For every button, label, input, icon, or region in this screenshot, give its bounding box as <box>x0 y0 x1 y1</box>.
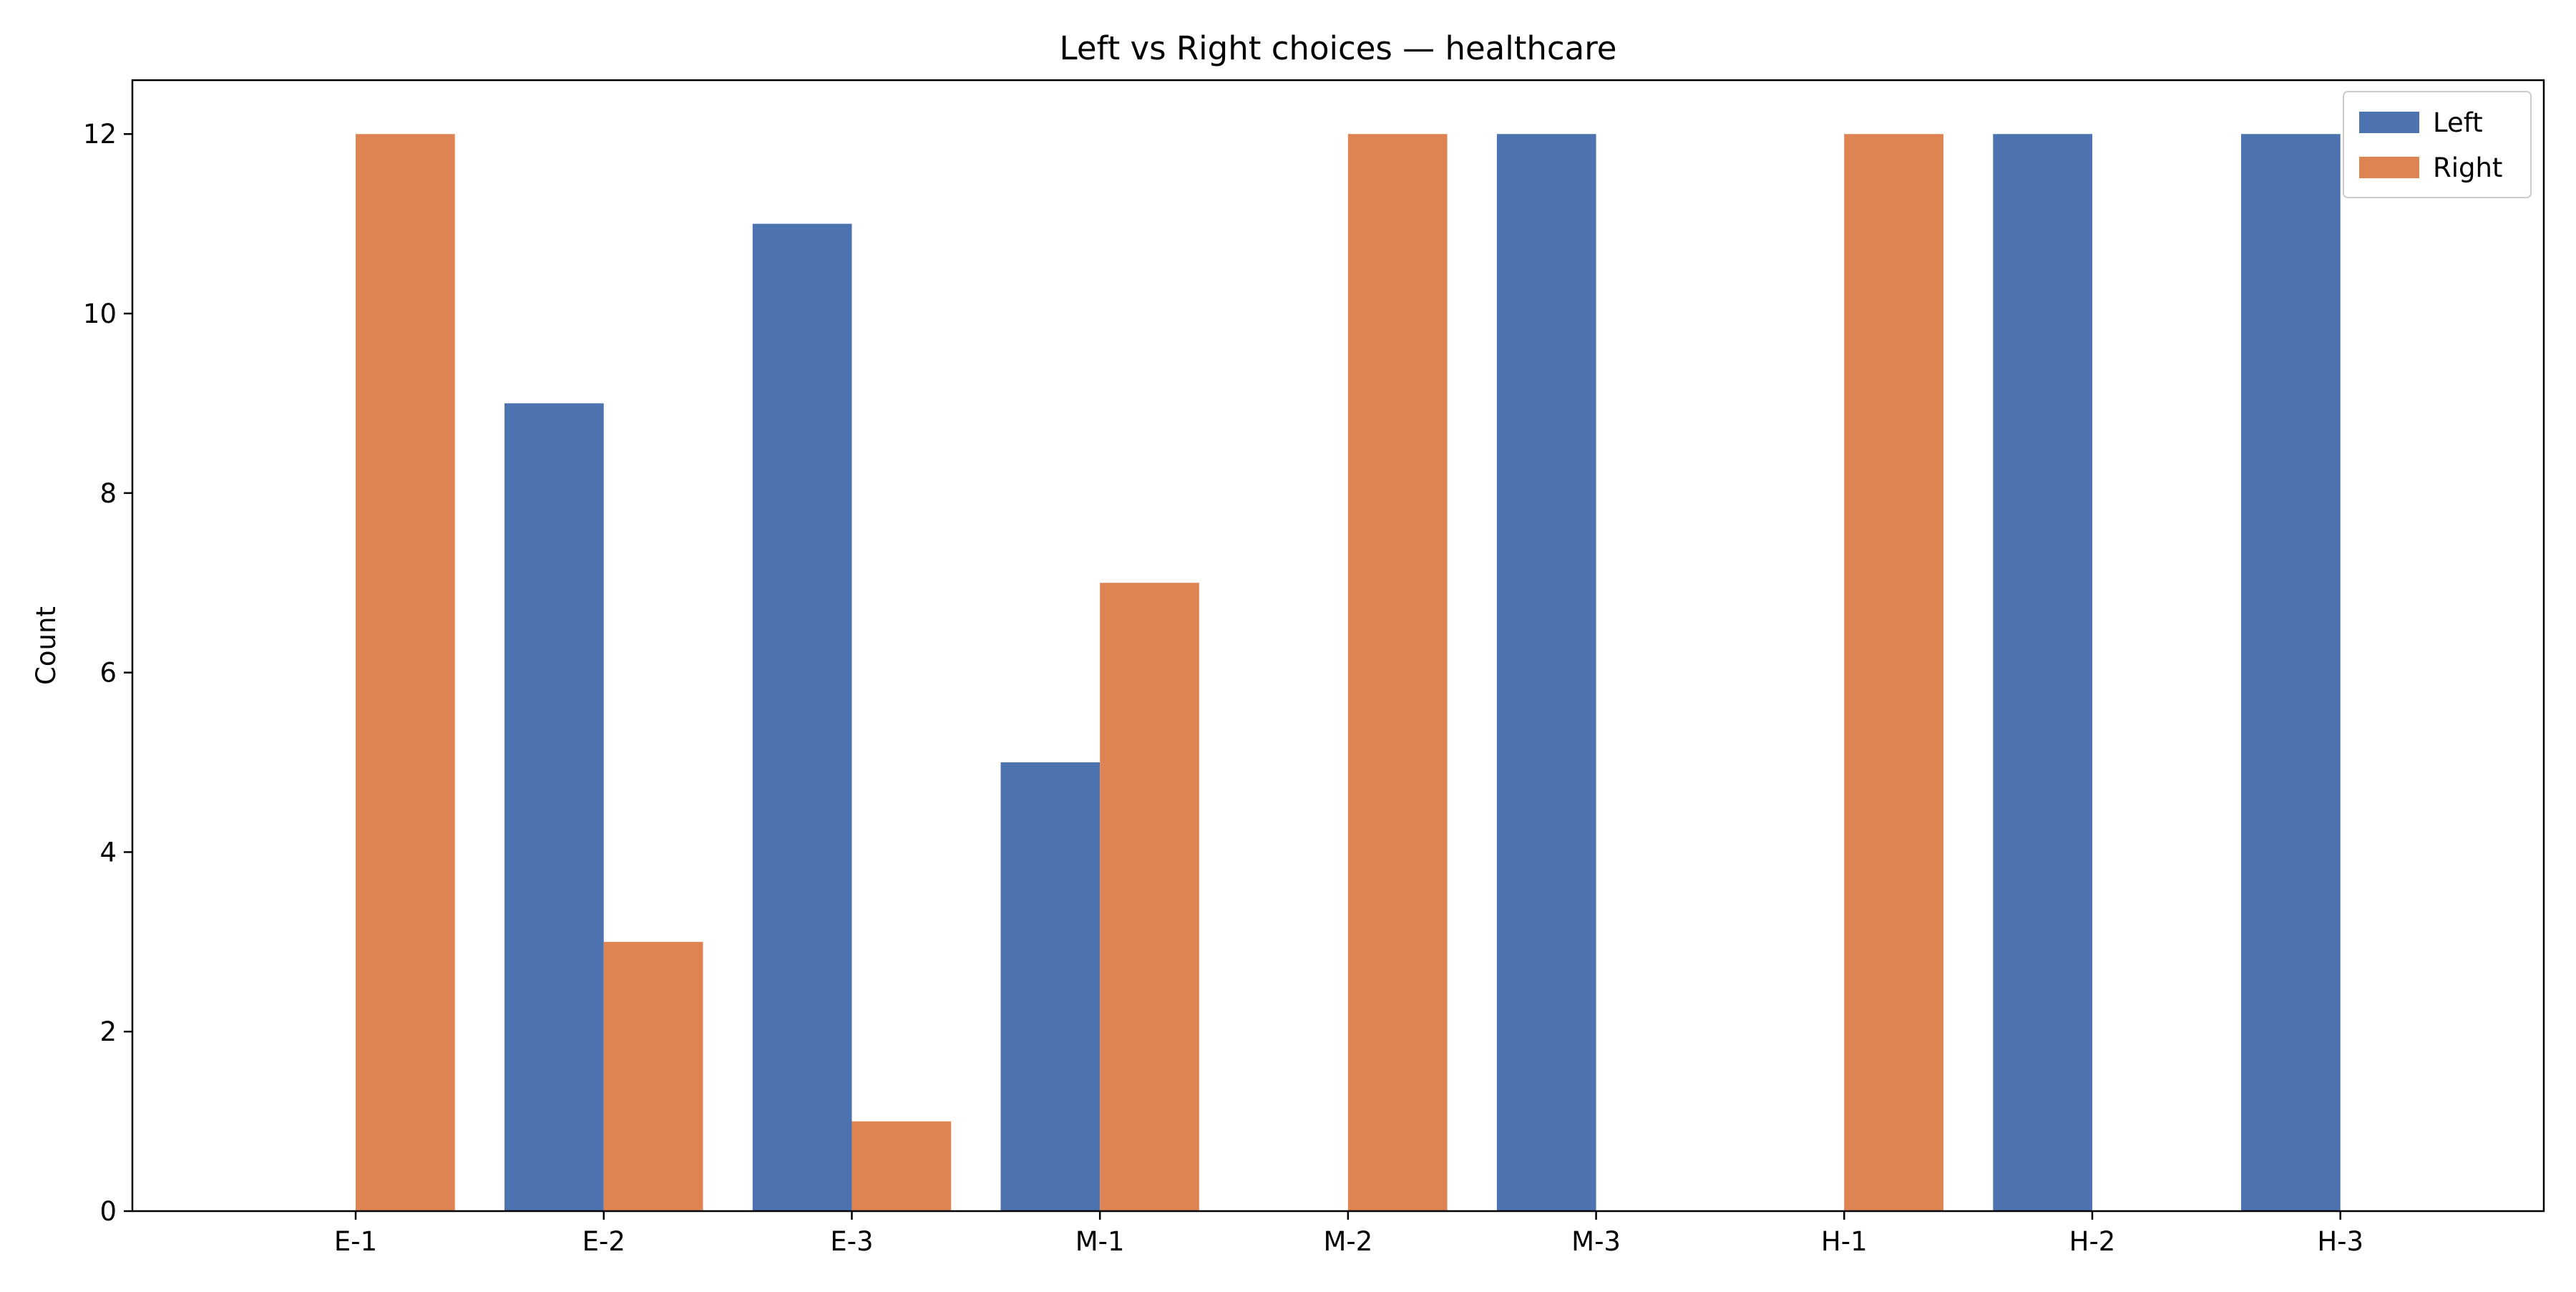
y-tick-label: 4 <box>99 837 117 868</box>
legend-swatch-right <box>2359 157 2419 178</box>
x-tick-label: M-3 <box>1571 1226 1621 1257</box>
x-tick-label: M-1 <box>1075 1226 1125 1257</box>
x-tick-label: E-3 <box>830 1226 873 1257</box>
legend-label-right: Right <box>2433 152 2502 183</box>
x-axis: E-1 E-2 E-3 M-1 M-2 M-3 H-1 H-2 H-3 <box>334 1211 2363 1257</box>
bars-layer <box>356 134 2341 1212</box>
y-tick-label: 6 <box>99 658 117 689</box>
x-tick-label: M-2 <box>1323 1226 1372 1257</box>
y-tick-label: 0 <box>99 1196 117 1227</box>
y-tick-label: 2 <box>99 1016 117 1047</box>
legend: Left Right <box>2343 91 2532 198</box>
bar-left-e-3 <box>752 223 852 1212</box>
y-axis-label: Count <box>31 606 62 685</box>
bar-right-m-2 <box>1347 134 1448 1212</box>
legend-swatch-left <box>2359 112 2419 133</box>
bar-right-e-3 <box>852 1121 952 1211</box>
x-tick-label: H-1 <box>1821 1226 1868 1257</box>
bar-right-e-2 <box>603 941 703 1211</box>
y-tick-label: 10 <box>83 298 117 329</box>
y-tick-label: 12 <box>83 119 117 150</box>
chart-title: Left vs Right choices — healthcare <box>1060 29 1617 67</box>
bar-right-h-1 <box>1844 134 1943 1212</box>
x-tick-label: E-2 <box>582 1226 625 1257</box>
legend-label-left: Left <box>2433 107 2483 138</box>
bar-right-m-1 <box>1100 583 1199 1211</box>
bar-right-e-1 <box>356 134 455 1212</box>
bar-left-e-2 <box>504 403 604 1211</box>
bar-left-m-1 <box>1000 762 1101 1211</box>
bar-left-h-3 <box>2241 134 2341 1212</box>
y-axis: 0 2 4 6 8 10 12 <box>83 119 132 1227</box>
bar-left-h-2 <box>1993 134 2092 1212</box>
x-tick-label: H-2 <box>2069 1226 2116 1257</box>
y-tick-label: 8 <box>99 478 117 509</box>
plot-frame <box>131 79 2545 1213</box>
x-tick-label: H-3 <box>2317 1226 2363 1257</box>
x-tick-label: E-1 <box>334 1226 377 1257</box>
bar-left-m-3 <box>1496 134 1596 1212</box>
